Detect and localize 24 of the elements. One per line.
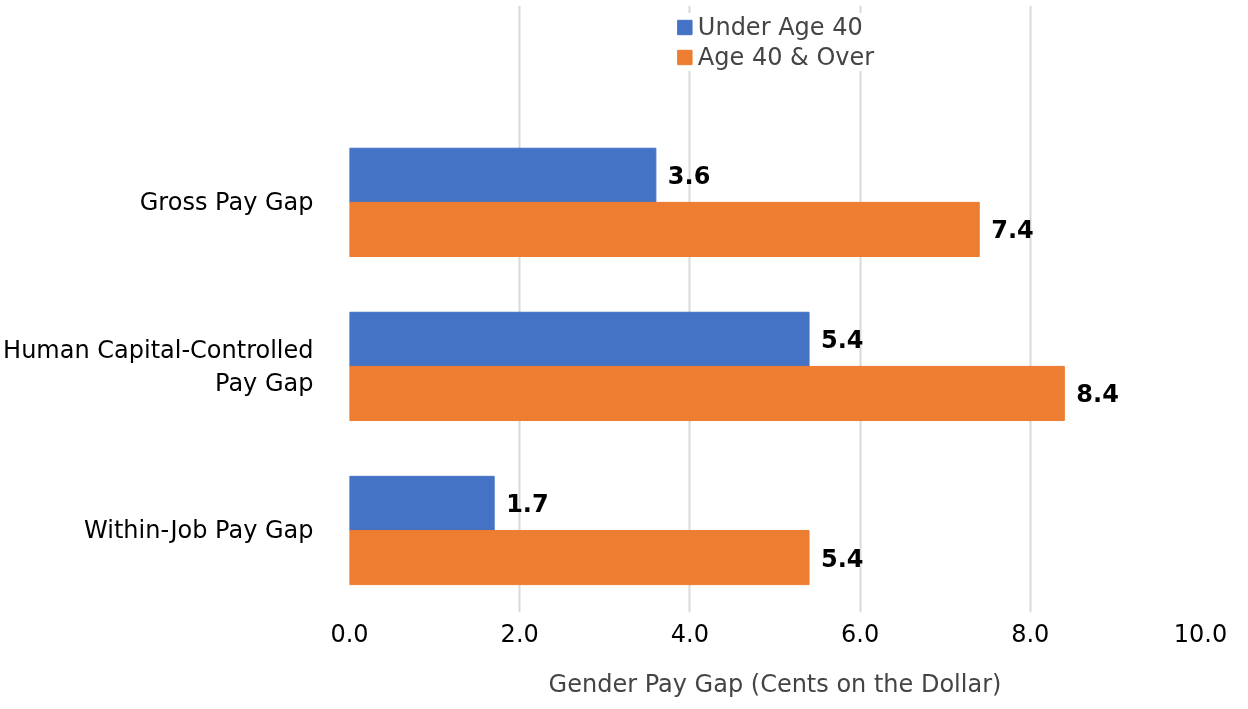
data-label: 8.4: [1076, 380, 1119, 409]
x-tick-label: 6.0: [841, 619, 880, 648]
bar: [349, 201, 980, 257]
legend-label: Under Age 40: [697, 13, 863, 41]
x-tick-label: 0.0: [330, 619, 369, 648]
bar: [349, 147, 657, 203]
x-tick-label: 4.0: [670, 619, 709, 648]
bar: [349, 529, 810, 586]
bar: [349, 365, 1065, 422]
y-tick-label: Gross Pay Gap: [139, 188, 314, 217]
data-label: 3.6: [667, 162, 711, 191]
bar: [349, 475, 495, 531]
x-tick-label: 2.0: [500, 619, 539, 648]
legend-label: Age 40 & Over: [697, 43, 875, 71]
data-label: 5.4: [821, 544, 864, 573]
y-tick-label: Within-Job Pay Gap: [84, 516, 314, 545]
y-tick-label: Human Capital-Controlled Pay Gap: [3, 335, 314, 398]
x-axis-title: Gender Pay Gap (Cents on the Dollar): [548, 669, 1002, 698]
x-tick-label: 8.0: [1011, 619, 1050, 648]
data-label: 7.4: [991, 216, 1034, 245]
data-label: 1.7: [506, 490, 549, 519]
x-tick-label: 10.0: [1173, 619, 1228, 648]
data-label: 5.4: [821, 326, 864, 355]
bar: [349, 311, 810, 367]
